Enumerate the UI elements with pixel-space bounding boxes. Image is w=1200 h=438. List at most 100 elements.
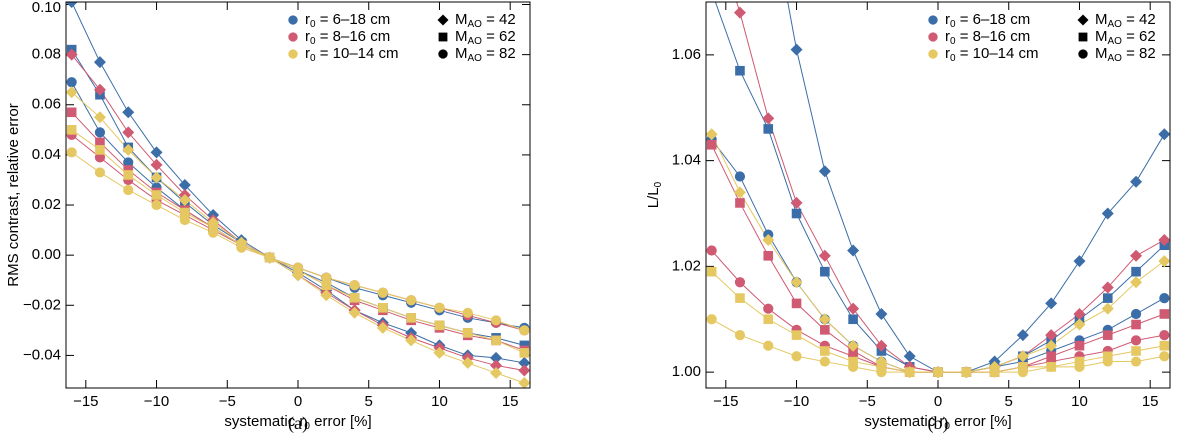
x-tick-label: −5 xyxy=(219,393,236,410)
marker-square xyxy=(876,362,887,372)
legend-label-part: M xyxy=(1095,45,1108,62)
legend-label-part: 0 xyxy=(310,53,316,64)
panel: −15 −10 −5 0 5 10 15 −0.04 −0.02 0.00 0.02 0.04 0.06… xyxy=(5,0,531,434)
legend-label-part: AO xyxy=(468,53,483,64)
marker-square xyxy=(763,124,774,134)
legend-label-part: = 82 xyxy=(1122,45,1156,62)
marker-diamond xyxy=(1130,249,1143,262)
marker-square xyxy=(1131,346,1141,356)
marker-square xyxy=(735,65,745,76)
marker-diamond xyxy=(150,158,163,171)
marker-square xyxy=(378,302,388,313)
y-tick-label: 0.00 xyxy=(32,246,61,263)
marker-diamond xyxy=(875,339,888,352)
y-tick-label: 0.02 xyxy=(32,196,61,213)
marker-diamond xyxy=(150,171,163,184)
marker-diamond xyxy=(790,43,803,56)
marker-diamond xyxy=(847,339,860,352)
marker-circle xyxy=(848,361,859,372)
legend-label-part: = 62 xyxy=(1122,28,1156,45)
marker-circle xyxy=(438,49,448,59)
marker-circle xyxy=(406,295,417,306)
plot-area xyxy=(66,2,530,388)
series-line xyxy=(711,250,1165,373)
x-tick-label: 10 xyxy=(431,393,448,410)
plot-area xyxy=(706,2,1170,379)
marker-square xyxy=(820,325,830,335)
series-line xyxy=(71,134,525,331)
x-axis-label-part: systematic r xyxy=(224,413,304,430)
caption: (a) xyxy=(288,413,308,434)
marker-diamond xyxy=(818,249,831,262)
marker-square xyxy=(123,165,134,175)
marker-square xyxy=(491,335,501,346)
x-tick-label: −5 xyxy=(859,393,876,410)
legend-label-part: M xyxy=(455,11,468,28)
legend-label-part: = 8–16 cm xyxy=(316,28,391,45)
x-axis-label-part: 0 xyxy=(304,421,310,432)
marker-diamond xyxy=(790,276,803,289)
marker-square xyxy=(1159,309,1170,319)
legend-label-part: = 82 xyxy=(482,45,516,62)
plot-frame xyxy=(705,1,1171,389)
marker-diamond xyxy=(762,112,775,125)
marker-diamond xyxy=(405,334,418,347)
marker-diamond xyxy=(93,83,106,96)
marker-diamond xyxy=(818,165,831,178)
marker-square xyxy=(1131,266,1141,277)
marker-diamond xyxy=(518,364,530,377)
marker-diamond xyxy=(903,350,916,363)
marker-diamond xyxy=(518,356,530,369)
plot-frame xyxy=(65,1,531,389)
marker-circle xyxy=(734,330,746,341)
marker-diamond xyxy=(150,146,163,159)
marker-circle xyxy=(961,367,972,378)
x-tick-label: 15 xyxy=(1142,393,1159,410)
legend-label-part: r xyxy=(305,28,310,45)
legend-label-part: 0 xyxy=(310,19,316,30)
legend-label: r0 = 8–16 cm xyxy=(305,28,390,47)
marker-square xyxy=(791,298,802,309)
marker-diamond xyxy=(1130,175,1143,188)
marker-square xyxy=(1102,351,1113,362)
marker-square xyxy=(1018,362,1028,372)
series-line xyxy=(71,81,525,329)
x-axis-label-part: systematic r xyxy=(864,413,944,430)
marker-circle xyxy=(288,15,298,25)
marker-diamond xyxy=(433,346,446,359)
legend-label-part: 0 xyxy=(950,53,956,64)
marker-diamond xyxy=(490,359,503,372)
marker-circle xyxy=(288,32,298,42)
marker-circle xyxy=(1046,361,1057,372)
marker-circle xyxy=(1102,356,1113,367)
marker-diamond xyxy=(461,356,474,369)
marker-circle xyxy=(288,49,298,59)
legend-label-part: r xyxy=(305,45,310,62)
marker-diamond xyxy=(1158,128,1170,141)
marker-circle xyxy=(66,147,77,158)
marker-circle xyxy=(264,252,275,263)
y-axis-label-part: 0 xyxy=(653,181,664,187)
x-axis-label: systematic r0 error [%] xyxy=(224,413,371,432)
x-tick-label: −10 xyxy=(144,393,169,410)
marker-diamond xyxy=(1077,14,1089,26)
marker-circle xyxy=(1074,361,1085,372)
marker-diamond xyxy=(518,376,530,388)
legend-label-part: r xyxy=(945,28,950,45)
y-tick-label: −0.04 xyxy=(23,346,61,363)
legend-label-part: M xyxy=(1095,11,1108,28)
x-axis-label-part: error [%] xyxy=(310,413,372,430)
caption: (b) xyxy=(928,413,949,434)
marker-circle xyxy=(66,77,77,88)
marker-circle xyxy=(819,356,830,367)
marker-diamond xyxy=(790,196,803,209)
marker-circle xyxy=(928,32,938,42)
marker-circle xyxy=(519,325,530,336)
marker-diamond xyxy=(1045,297,1058,310)
marker-circle xyxy=(151,199,162,211)
y-tick-label: 1.04 xyxy=(672,152,701,169)
marker-circle xyxy=(434,302,445,313)
marker-diamond xyxy=(1101,281,1114,294)
legend-label: MAO = 62 xyxy=(1095,28,1156,47)
